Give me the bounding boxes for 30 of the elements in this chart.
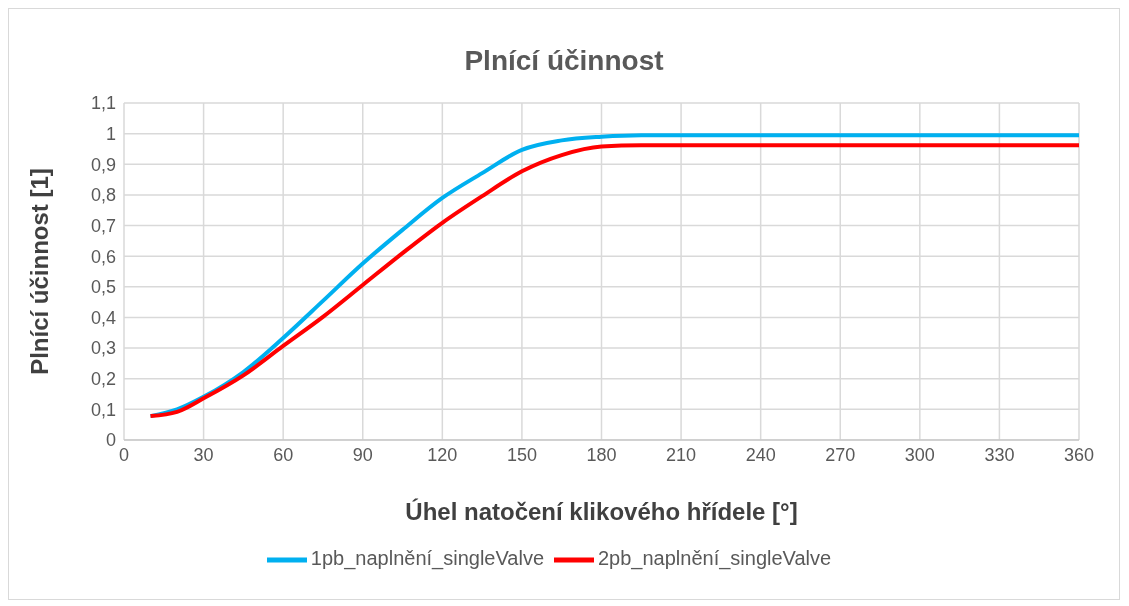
y-tick-label: 0,9: [90, 154, 116, 175]
y-tick-label: 0,7: [90, 215, 116, 236]
x-tick-label: 60: [273, 444, 294, 465]
y-tick-label: 0,6: [90, 246, 116, 267]
y-tick-label: 0: [105, 430, 116, 451]
x-tick-label: 30: [193, 444, 214, 465]
y-axis-title: Plnící účinnost [1]: [25, 168, 53, 375]
x-tick-label: 210: [666, 444, 697, 465]
y-tick-label: 0,8: [90, 185, 116, 206]
y-tick-label: 0,2: [90, 369, 116, 390]
x-tick-label: 120: [427, 444, 458, 465]
x-tick-label: 180: [586, 444, 617, 465]
x-tick-label: 270: [825, 444, 856, 465]
legend-label: 1pb_naplnění_singleValve: [310, 547, 544, 570]
x-tick-label: 0: [118, 444, 130, 465]
y-tick-label: 0,1: [90, 399, 116, 420]
x-tick-label: 330: [984, 444, 1015, 465]
legend-label: 2pb_naplnění_singleValve: [598, 547, 832, 570]
y-tick-label: 0,4: [90, 307, 116, 328]
y-tick-label: 0,5: [90, 277, 116, 298]
y-tick-label: 1: [105, 124, 116, 145]
chart-title: Plnící účinnost: [463, 44, 665, 78]
x-axis-title: Úhel natočení klikového hřídele [°]: [405, 498, 798, 525]
x-tick-label: 360: [1063, 444, 1095, 465]
x-tick-label: 90: [352, 444, 373, 465]
y-tick-label: 0,3: [90, 338, 116, 359]
y-tick-label: 1,1: [90, 93, 116, 114]
x-tick-label: 300: [904, 444, 935, 465]
x-tick-label: 240: [745, 444, 776, 465]
x-tick-label: 150: [506, 444, 537, 465]
